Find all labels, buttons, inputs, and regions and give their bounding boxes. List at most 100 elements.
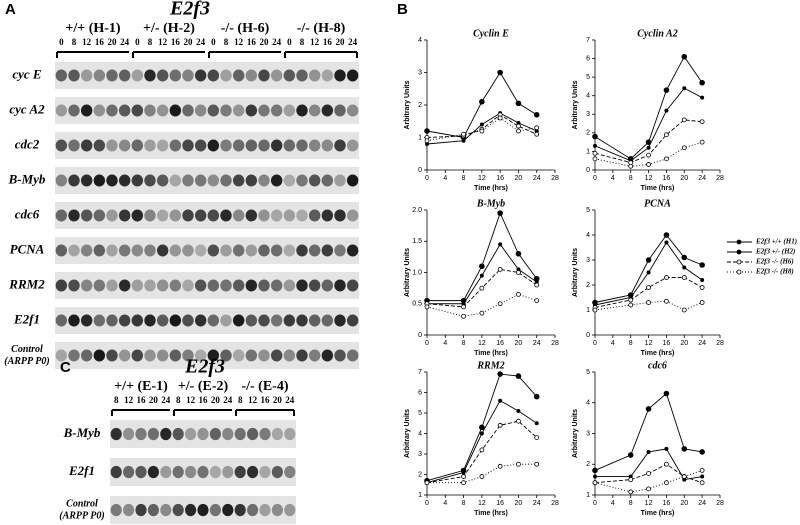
x-tick-label: 16 bbox=[663, 340, 671, 347]
blot-band bbox=[197, 503, 209, 517]
blot-band bbox=[68, 279, 80, 292]
data-point bbox=[681, 117, 687, 123]
y-tick-label: 5 bbox=[586, 207, 590, 214]
series-line bbox=[594, 392, 703, 471]
timepoint: 0 bbox=[135, 37, 140, 47]
x-axis-label: Time (hrs) bbox=[474, 510, 508, 517]
blot-band bbox=[258, 174, 270, 187]
blot-band bbox=[123, 427, 135, 441]
blot-band bbox=[346, 174, 359, 187]
group-label: +/- (E-2) bbox=[178, 379, 229, 394]
series-line bbox=[427, 211, 538, 302]
y-tick-label: 5 bbox=[586, 369, 590, 376]
blot-band bbox=[80, 104, 93, 117]
blot-band bbox=[147, 465, 159, 479]
data-point bbox=[699, 79, 705, 86]
x-axis-label: Time (hrs) bbox=[474, 185, 508, 192]
blot-band bbox=[80, 209, 93, 222]
blot-band bbox=[234, 465, 246, 479]
blot-band bbox=[245, 69, 258, 82]
y-tick-label: 2 bbox=[418, 102, 422, 109]
blot-band bbox=[271, 503, 283, 517]
legend-label: E2f3 -/- (H8) bbox=[755, 268, 794, 276]
x-tick-label: 20 bbox=[515, 175, 523, 182]
x-tick-label: 24 bbox=[533, 175, 541, 182]
blot-band bbox=[169, 174, 182, 187]
blot-band bbox=[258, 139, 270, 152]
y-tick-label: 3 bbox=[418, 451, 422, 458]
legend-label: E2f3 +/- (H2) bbox=[755, 248, 795, 256]
blot-band bbox=[68, 174, 80, 187]
data-point bbox=[497, 463, 503, 469]
blot-strip bbox=[110, 420, 296, 448]
blot-band bbox=[55, 279, 68, 292]
data-point bbox=[498, 398, 503, 403]
row-label: cyc E bbox=[12, 66, 42, 81]
blot-band bbox=[207, 244, 220, 257]
data-point bbox=[646, 152, 651, 158]
data-point bbox=[479, 431, 484, 436]
data-point bbox=[516, 270, 521, 275]
data-point bbox=[628, 477, 634, 483]
data-point bbox=[497, 422, 503, 428]
blot-band bbox=[135, 427, 147, 441]
blot-band bbox=[270, 279, 283, 292]
y-tick-label: 5 bbox=[418, 410, 422, 417]
y-tick-label: 7 bbox=[586, 37, 590, 44]
row-label: E2f1 bbox=[68, 463, 95, 478]
blot-band bbox=[296, 349, 308, 362]
panel-letter: A bbox=[5, 1, 16, 18]
x-tick-label: 12 bbox=[645, 500, 653, 507]
series-line bbox=[594, 55, 703, 160]
series-line bbox=[594, 234, 703, 303]
x-tick-label: 20 bbox=[680, 175, 688, 182]
blot-band bbox=[245, 104, 258, 117]
blot-band bbox=[283, 314, 296, 327]
data-point bbox=[646, 486, 651, 492]
legend-label: E2f3 +/+ (H1) bbox=[755, 238, 797, 246]
blot-band bbox=[118, 139, 131, 152]
y-tick-label: 2.0 bbox=[412, 207, 422, 214]
blot-band bbox=[334, 349, 346, 362]
blot-band bbox=[209, 427, 221, 441]
blot-band bbox=[220, 244, 232, 257]
y-tick-label: 6 bbox=[586, 55, 590, 62]
legend-marker bbox=[736, 239, 742, 245]
blot-band bbox=[110, 427, 122, 441]
blot-band bbox=[220, 349, 232, 362]
blot-band bbox=[258, 69, 270, 82]
blot-band bbox=[271, 465, 283, 479]
timepoint: 24 bbox=[120, 37, 130, 47]
blot-band bbox=[106, 69, 118, 82]
timepoint: 24 bbox=[285, 395, 295, 405]
blot-band bbox=[156, 314, 169, 327]
timepoint: 16 bbox=[137, 395, 147, 405]
blot-band bbox=[270, 174, 283, 187]
blot-band bbox=[296, 209, 308, 222]
y-axis-label: Arbitrary Units bbox=[572, 409, 579, 458]
blot-band bbox=[245, 139, 258, 152]
blot-band bbox=[93, 69, 106, 82]
row-label: cdc6 bbox=[15, 206, 40, 221]
data-point bbox=[479, 128, 485, 134]
x-tick-label: 16 bbox=[496, 340, 504, 347]
blot-band bbox=[182, 244, 194, 257]
data-point bbox=[534, 125, 540, 131]
y-tick-label: 0 bbox=[418, 167, 422, 174]
timepoint: 16 bbox=[95, 37, 105, 47]
blot-band bbox=[321, 139, 334, 152]
blot-band bbox=[185, 503, 197, 517]
blot-band bbox=[308, 69, 321, 82]
blot-band bbox=[106, 104, 118, 117]
blot-band bbox=[207, 209, 220, 222]
y-tick-label: 2 bbox=[586, 282, 590, 289]
blot-band bbox=[144, 314, 156, 327]
data-point bbox=[479, 98, 485, 105]
blot-band bbox=[346, 209, 359, 222]
data-point bbox=[646, 162, 651, 167]
blot-band bbox=[283, 104, 296, 117]
x-tick-label: 28 bbox=[551, 340, 559, 347]
blot-band bbox=[207, 69, 220, 82]
blot-band bbox=[118, 174, 131, 187]
x-tick-label: 0 bbox=[593, 175, 597, 182]
